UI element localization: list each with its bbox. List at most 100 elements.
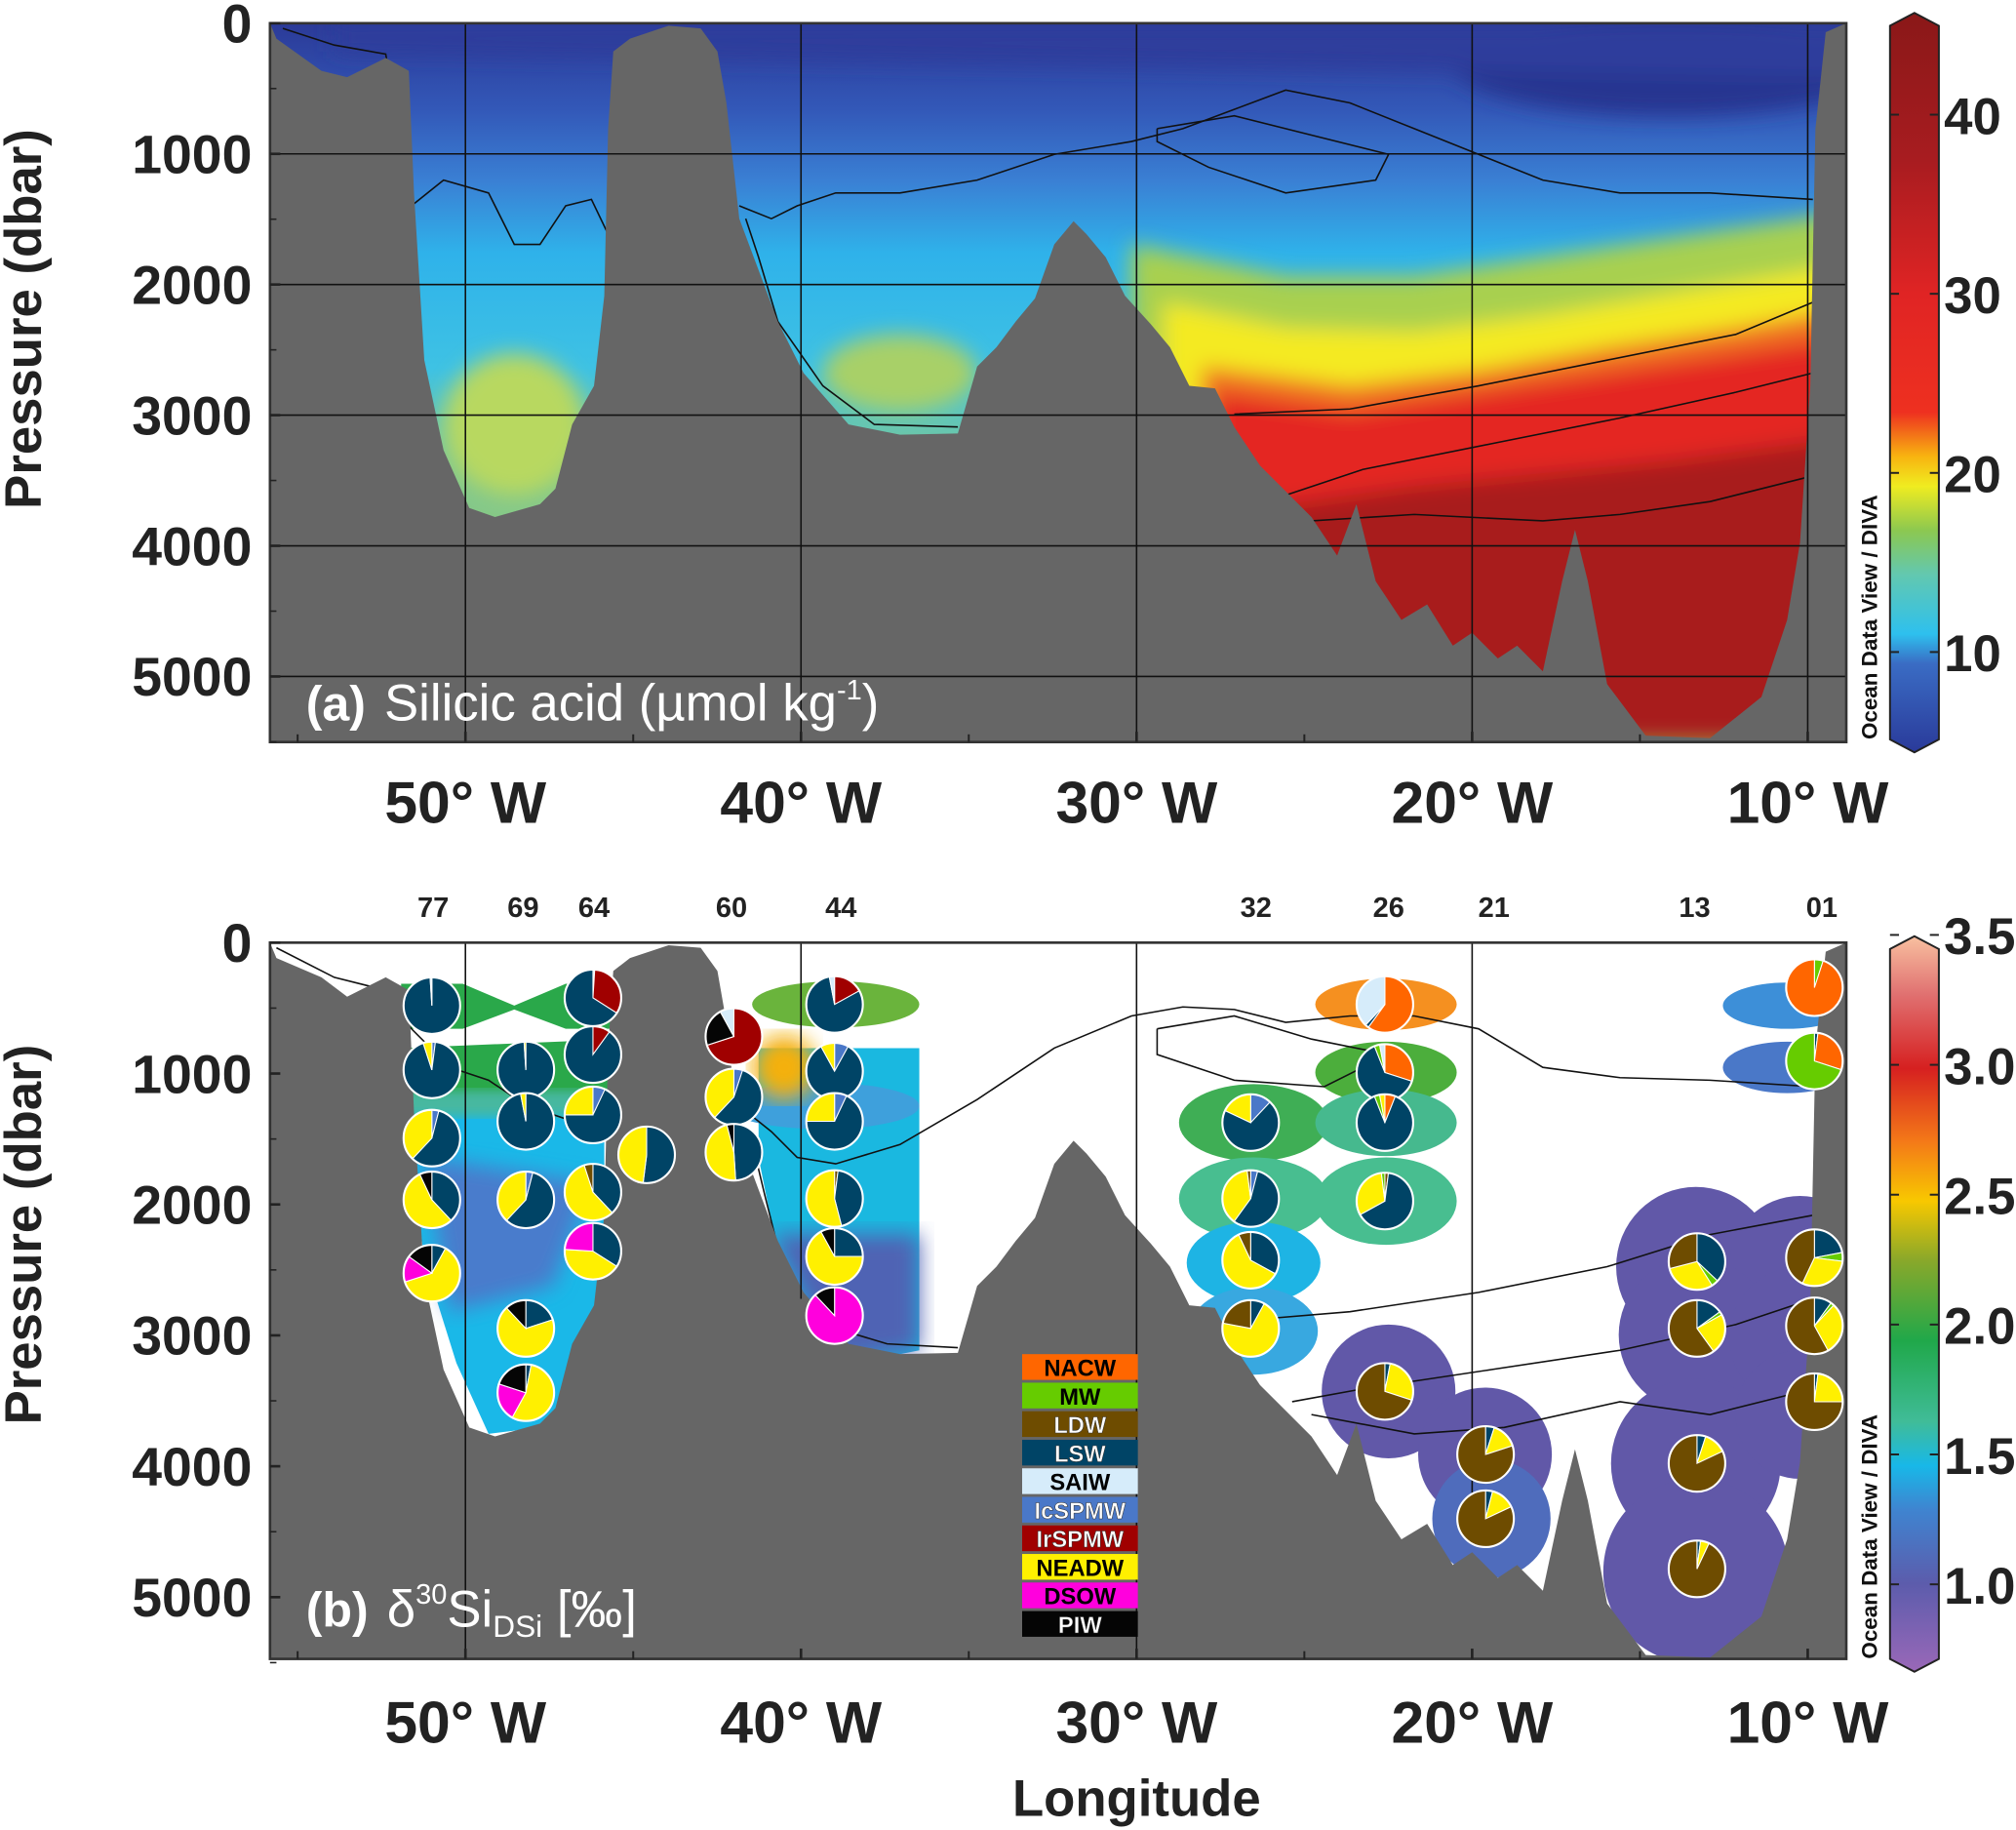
y-tick-label: 1000 (132, 125, 252, 185)
pie-outline (1221, 1169, 1281, 1228)
legend-item-irspmw: IrSPMW (1022, 1525, 1138, 1553)
y-tick-label: 1000 (132, 1044, 252, 1104)
legend-label: LSW (1054, 1442, 1106, 1467)
pie-outline (1456, 1489, 1516, 1548)
pie-station-44 (805, 1226, 864, 1287)
pie-outline (496, 1092, 556, 1151)
pie-station-01 (1785, 1372, 1844, 1432)
x-tick-label: 40° W (720, 770, 883, 836)
colorbar-tick-label: 3.0 (1944, 1038, 2015, 1095)
legend-item-saiw: SAIW (1022, 1468, 1138, 1496)
pie-outline (563, 1085, 623, 1145)
x-tick-label: 10° W (1727, 1689, 1890, 1755)
pie-station-77 (402, 1040, 461, 1099)
x-tick-label: 40° W (720, 1689, 883, 1755)
panel-b: 50° W 40° W 30° W 20° W 10° W 0 1000 2000 3000 40… (0, 893, 2015, 1827)
x-tick-label: 30° W (1055, 770, 1218, 836)
grid-lines-a (269, 22, 1846, 742)
legend-label: MW (1059, 1385, 1101, 1411)
pie-station-32 (1221, 1169, 1281, 1228)
pie-station-21 (1456, 1424, 1516, 1485)
pie-station-77 (402, 1108, 461, 1168)
x-tick-label: 10° W (1727, 770, 1890, 836)
legend-swatch (1022, 1439, 1138, 1466)
colorbar-b-ticks: 1.0 1.5 2.0 2.5 3.0 3.5 (1889, 908, 2015, 1615)
legend-label: PIW (1058, 1613, 1102, 1639)
legend-item-piw: PIW (1022, 1611, 1138, 1639)
pie-station-64 (563, 1221, 623, 1281)
legend-item-neadw: NEADW (1022, 1554, 1138, 1581)
pie-outline (1355, 1362, 1414, 1421)
legend-item-lsw: LSW (1022, 1439, 1138, 1468)
pie-station-64 (563, 1025, 623, 1085)
y-axis-label-b: Pressure (dbar) (0, 1045, 53, 1425)
pie-outline (402, 1040, 461, 1099)
pie-outline (1785, 958, 1844, 1017)
legend-label: IcSPMW (1035, 1499, 1127, 1525)
y-tick-label: 0 (222, 0, 253, 55)
station-label-44: 44 (825, 893, 856, 924)
legend-label: IrSPMW (1037, 1528, 1125, 1553)
station-label-69: 69 (507, 893, 538, 924)
y-tick-label: 4000 (132, 516, 252, 577)
legend-swatch (1022, 1496, 1138, 1523)
pie-outline (1667, 1539, 1726, 1599)
pie-outline (616, 1125, 677, 1184)
pie-station-77 (402, 1170, 461, 1230)
pie-station-60 (704, 1007, 764, 1066)
legend-label: NACW (1044, 1357, 1116, 1382)
pie-outline (1785, 1228, 1844, 1288)
pie-station-26 (1355, 975, 1414, 1034)
pie-station-69 (496, 1363, 556, 1422)
y-tick-label: 5000 (132, 1568, 252, 1628)
pie-station-26 (1355, 1362, 1414, 1421)
x-axis-label: Longitude (1012, 1770, 1261, 1827)
pie-outline (805, 1092, 864, 1151)
legend-swatch (1022, 1468, 1138, 1494)
pie-station-64 (563, 968, 623, 1028)
colorbar-tick-label: 3.5 (1944, 908, 2015, 966)
pie-outline (1221, 1093, 1281, 1152)
colorbar-tick-label: 2.0 (1944, 1298, 2015, 1356)
pie-outline (496, 1363, 556, 1422)
legend-swatch (1022, 1525, 1138, 1552)
legend-item-nacw: NACW (1022, 1354, 1138, 1382)
y-tick-label: 2000 (132, 255, 252, 315)
legend-label: DSOW (1044, 1585, 1116, 1611)
station-label-13: 13 (1679, 893, 1710, 924)
pie-outline (1221, 1230, 1281, 1290)
pie-station-32 (1221, 1230, 1281, 1290)
legend-item-mw: MW (1022, 1382, 1138, 1411)
legend-swatch (1022, 1611, 1138, 1637)
y-axis-label-a: Pressure (dbar) (0, 129, 53, 509)
axis-ticks-a: 50° W 40° W 30° W 20° W 10° W 0 1000 2000 3000 40… (132, 0, 1889, 836)
colorbar-b (1888, 935, 1940, 1673)
silicic-acid-field (269, 22, 1846, 742)
pie-outline (1456, 1424, 1516, 1485)
pie-outline (1355, 975, 1414, 1034)
y-tick-label: 2000 (132, 1175, 252, 1236)
pie-station-01 (1785, 958, 1844, 1017)
plot-frame-a (268, 21, 1848, 744)
pie-outline (402, 975, 461, 1035)
station-label-21: 21 (1479, 893, 1510, 924)
pie-station-26 (1355, 1093, 1414, 1152)
pie-outline (563, 1163, 623, 1222)
legend-swatch (1022, 1582, 1138, 1609)
legend-swatch (1022, 1411, 1138, 1438)
panel-b-title: (b) δ30SiDSi [‰] (306, 1579, 637, 1644)
pie-station-21 (1456, 1489, 1516, 1548)
pie-station-32 (1221, 1093, 1281, 1152)
pie-station-26 (1355, 1043, 1414, 1102)
pie-station-44 (805, 1169, 864, 1228)
y-tick-label: 3000 (132, 1306, 252, 1367)
pie-outline (805, 1286, 864, 1345)
colorbar-tick-label: 30 (1944, 267, 2001, 325)
station-label-64: 64 (578, 893, 610, 924)
station-label-60: 60 (716, 893, 747, 924)
colorbar-tick-label: 20 (1944, 447, 2001, 504)
legend-item-icspmw: IcSPMW (1022, 1496, 1138, 1525)
pie-outline (1355, 1172, 1414, 1231)
